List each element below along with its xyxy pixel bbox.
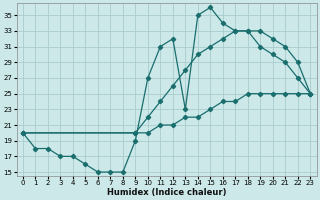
X-axis label: Humidex (Indice chaleur): Humidex (Indice chaleur) bbox=[107, 188, 226, 197]
